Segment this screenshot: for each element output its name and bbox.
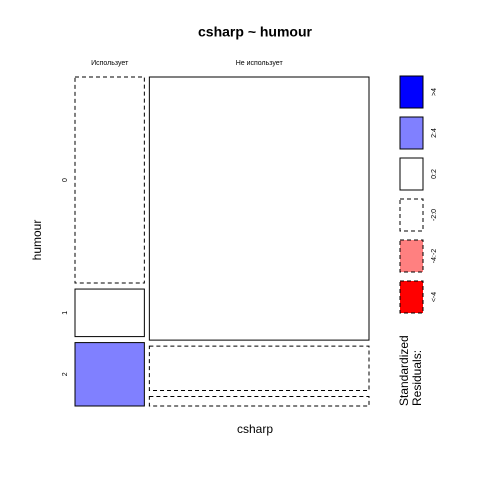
legend-swatch [399, 280, 424, 314]
legend-swatch [399, 198, 424, 232]
row-label: 0 [62, 178, 69, 182]
column-label: Не использует [236, 60, 284, 67]
mosaic-cell [74, 288, 145, 338]
x-axis-label: csharp [237, 422, 273, 436]
legend-label: <-4 [431, 292, 438, 302]
mosaic-cell [74, 76, 145, 284]
legend-swatch [399, 116, 424, 150]
legend-swatch [399, 75, 424, 109]
legend-label: 0:2 [431, 169, 438, 179]
y-axis-label: humour [30, 220, 44, 261]
legend-label: -2:0 [431, 209, 438, 221]
chart-title: csharp ~ humour [198, 24, 313, 40]
legend-title: Residuals: [410, 350, 424, 406]
legend-label: 2:4 [431, 128, 438, 138]
legend-title: Standardized [397, 335, 411, 406]
legend-swatch [399, 239, 424, 273]
legend-label: -4:-2 [431, 249, 438, 264]
mosaic-cell [148, 345, 370, 391]
mosaic-cell [148, 76, 370, 341]
mosaic-cell [148, 395, 370, 407]
legend-label: >4 [431, 88, 438, 96]
row-label: 2 [62, 372, 69, 376]
row-label: 1 [62, 311, 69, 315]
mosaic-cell [74, 342, 145, 407]
legend-swatch [399, 157, 424, 191]
column-label: Использует [91, 60, 129, 67]
